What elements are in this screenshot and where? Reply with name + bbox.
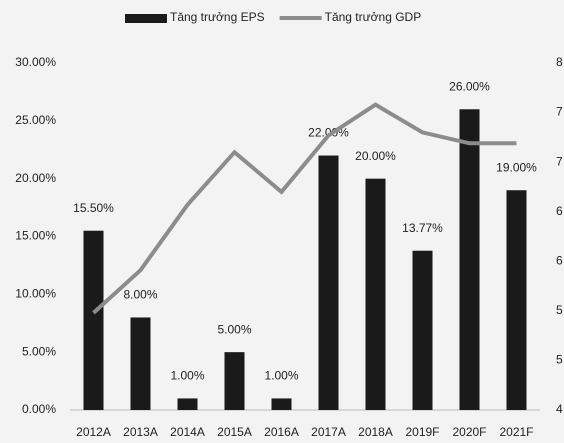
x-tick-label: 2021F — [499, 425, 533, 439]
bar — [506, 190, 527, 410]
bar — [224, 352, 245, 410]
legend-label: Tăng trưởng GDP — [325, 10, 422, 24]
y-tick-label: 25.00% — [15, 113, 56, 127]
legend-label: Tăng trưởng EPS — [170, 10, 265, 24]
data-label: 1.00% — [170, 369, 204, 383]
bar — [459, 109, 480, 411]
y2-tick-label: 6 — [556, 253, 563, 267]
y-tick-label: 20.00% — [15, 171, 56, 185]
x-tick-label: 2016A — [264, 425, 299, 439]
y2-tick-label: 4 — [556, 402, 563, 416]
bar — [365, 178, 386, 410]
bar — [412, 250, 433, 410]
y2-tick-label: 8 — [556, 55, 563, 69]
x-tick-label: 2018A — [358, 425, 393, 439]
y-tick-label: 5.00% — [22, 344, 56, 358]
bar — [271, 398, 292, 410]
x-tick-label: 2019F — [405, 425, 439, 439]
y-tick-label: 10.00% — [15, 287, 56, 301]
bar — [130, 317, 151, 410]
data-label: 15.50% — [73, 201, 114, 215]
y-tick-label: 30.00% — [15, 55, 56, 69]
x-tick-label: 2020F — [452, 425, 486, 439]
y2-tick-label: 5 — [556, 353, 563, 367]
y2-tick-label: 5 — [556, 303, 563, 317]
x-tick-label: 2014A — [170, 425, 205, 439]
data-label: 1.00% — [264, 369, 298, 383]
x-tick-label: 2012A — [76, 425, 111, 439]
bar — [318, 155, 339, 410]
y2-tick-label: 7 — [556, 105, 563, 119]
x-tick-label: 2017A — [311, 425, 346, 439]
y2-tick-label: 7 — [556, 154, 563, 168]
legend-swatch — [125, 14, 167, 23]
y-tick-label: 15.00% — [15, 229, 56, 243]
data-label: 8.00% — [123, 288, 157, 302]
data-label: 20.00% — [355, 149, 396, 163]
data-label: 5.00% — [217, 322, 251, 336]
bar — [83, 230, 104, 410]
data-label: 19.00% — [496, 160, 537, 174]
bar — [177, 398, 198, 410]
line — [92, 102, 517, 315]
x-tick-label: 2013A — [123, 425, 158, 439]
y2-tick-label: 6 — [556, 204, 563, 218]
data-label: 13.77% — [402, 221, 443, 235]
y-tick-label: 0.00% — [22, 402, 56, 416]
x-tick-label: 2015A — [217, 425, 252, 439]
data-label: 26.00% — [449, 79, 490, 93]
